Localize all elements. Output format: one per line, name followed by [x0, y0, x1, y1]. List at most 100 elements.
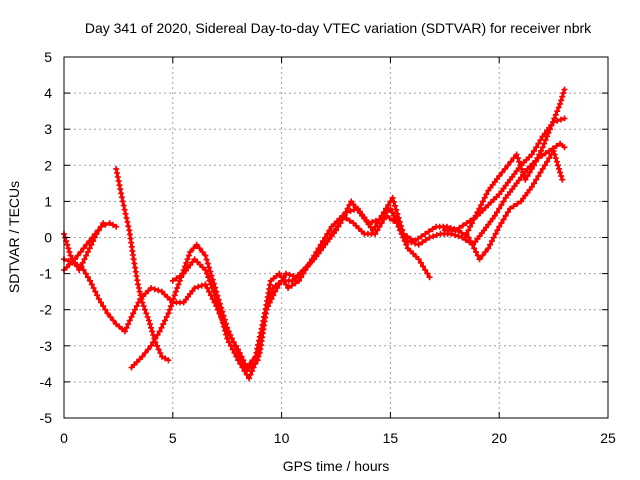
data-point	[143, 310, 150, 317]
data-point	[467, 238, 474, 245]
data-point	[285, 285, 292, 291]
data-point	[419, 239, 426, 246]
data-point	[227, 342, 234, 349]
data-point	[420, 263, 426, 270]
data-point	[183, 259, 190, 266]
data-point	[121, 328, 128, 335]
data-point	[537, 137, 544, 143]
y-tick-label: -5	[40, 410, 53, 426]
data-point	[554, 108, 561, 115]
data-point	[467, 223, 474, 230]
data-point	[162, 317, 168, 324]
data-point	[390, 217, 397, 224]
data-point	[209, 276, 216, 283]
data-point	[394, 210, 401, 217]
data-point	[142, 350, 149, 356]
data-point	[154, 332, 161, 338]
data-point	[88, 241, 95, 248]
data-point	[422, 236, 429, 243]
data-point	[482, 248, 489, 255]
data-point	[418, 233, 425, 240]
data-point	[139, 299, 146, 306]
data-point	[154, 342, 160, 349]
data-point	[476, 256, 483, 263]
data-point	[216, 307, 223, 314]
data-point	[222, 327, 228, 334]
data-point	[389, 194, 396, 201]
data-point	[479, 252, 486, 259]
data-point	[555, 162, 561, 169]
data-point	[167, 303, 174, 310]
data-point	[524, 173, 531, 180]
data-point	[144, 313, 151, 320]
data-point	[426, 274, 433, 281]
data-point	[542, 137, 549, 143]
data-point	[465, 234, 472, 241]
data-point	[448, 230, 455, 237]
data-point	[207, 268, 214, 275]
data-point	[528, 165, 535, 172]
data-point	[463, 220, 470, 227]
data-point	[339, 216, 346, 223]
data-point	[166, 306, 173, 313]
data-point	[390, 198, 397, 205]
data-point	[169, 277, 176, 284]
data-point	[107, 313, 114, 320]
data-point	[280, 274, 287, 281]
data-point	[84, 248, 91, 255]
data-point	[229, 346, 236, 353]
data-point	[463, 230, 470, 237]
series-trace-6	[169, 147, 566, 382]
data-point	[399, 226, 406, 233]
data-point	[393, 206, 400, 213]
data-point	[433, 232, 440, 239]
data-point	[114, 170, 120, 176]
data-point	[546, 155, 553, 162]
data-point	[136, 288, 143, 295]
data-point	[155, 287, 162, 294]
data-point	[150, 339, 157, 346]
data-point	[476, 205, 483, 212]
x-tick-label: 25	[600, 430, 616, 446]
data-point	[539, 144, 546, 151]
data-point	[555, 104, 562, 111]
data-point	[119, 198, 126, 205]
data-point	[290, 273, 297, 279]
data-point	[560, 90, 567, 97]
data-point	[559, 176, 566, 183]
data-point	[499, 169, 506, 176]
data-point	[131, 306, 138, 313]
data-point	[74, 252, 81, 259]
data-point	[160, 321, 167, 328]
data-point	[184, 256, 191, 263]
data-point	[93, 230, 100, 237]
data-point	[531, 162, 537, 169]
series-trace-5	[61, 220, 107, 273]
data-point	[469, 241, 476, 248]
data-point	[165, 310, 172, 317]
data-point	[470, 215, 477, 222]
data-point	[553, 158, 560, 165]
data-point	[226, 339, 232, 346]
data-point	[208, 272, 215, 279]
data-point	[156, 328, 163, 335]
data-point	[104, 310, 111, 317]
data-point	[376, 216, 383, 223]
data-point	[249, 368, 256, 375]
y-tick-label: 5	[44, 49, 52, 65]
data-point	[175, 281, 182, 288]
data-point	[369, 218, 376, 225]
data-point	[286, 271, 293, 278]
data-point	[552, 111, 559, 118]
data-point	[283, 281, 289, 288]
data-point	[378, 212, 385, 219]
data-point	[100, 303, 107, 310]
data-point	[100, 220, 107, 227]
data-point	[187, 248, 194, 255]
data-point	[516, 158, 523, 165]
data-point	[204, 260, 211, 267]
data-point	[137, 292, 144, 299]
data-point	[538, 147, 544, 154]
data-point	[372, 223, 379, 230]
